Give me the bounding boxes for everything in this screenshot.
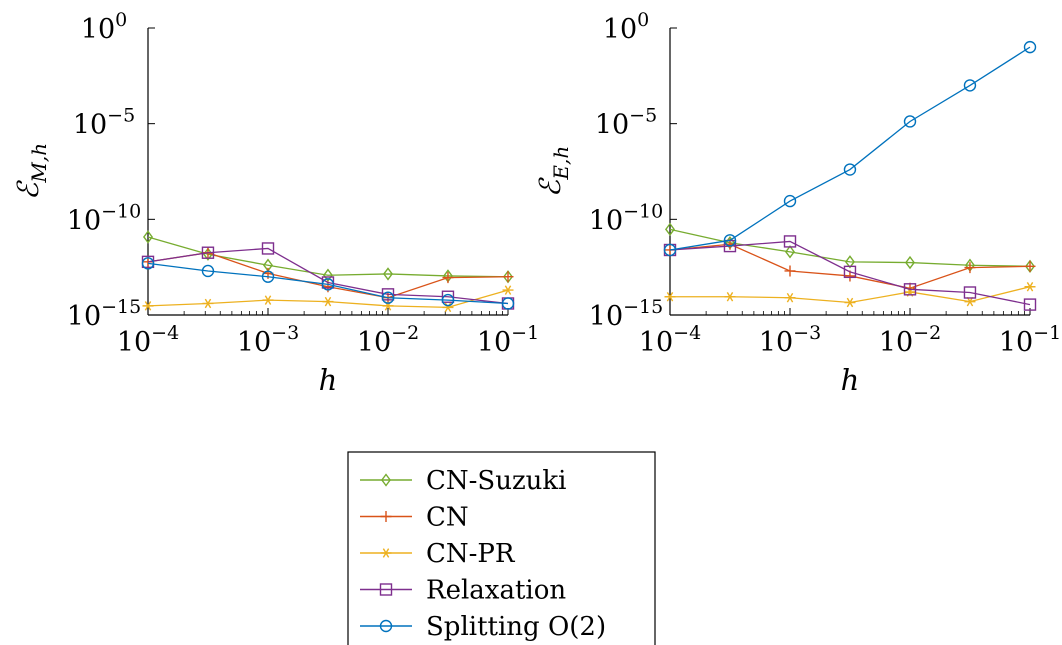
chart-panel-1: 10−4 10−3 10−2 10−1 100 10−5 10−10 10−15 h ℰM,h [11, 9, 539, 397]
data-point-relaxation [441, 290, 455, 303]
data-point-cn_pr [664, 291, 676, 302]
x-tick-label: 10−4 [117, 322, 179, 358]
data-point-relaxation [783, 235, 797, 248]
data-point-cn [502, 271, 514, 283]
legend-item-relaxation: Relaxation [360, 576, 566, 606]
x-tick-label: 10−1 [999, 322, 1061, 358]
legend-box [347, 451, 656, 645]
y-tick-label: 10−15 [67, 296, 141, 332]
data-point-cn_pr [724, 291, 736, 302]
legend-label: CN [426, 503, 469, 533]
legend-marker-cn_pr [380, 548, 392, 558]
data-point-splitting [1023, 40, 1037, 54]
x-tick-label: 10−1 [477, 322, 539, 358]
series-cn_suzuki [665, 222, 1036, 273]
data-point-splitting [501, 297, 515, 310]
y-axis-label: ℰE,h [533, 146, 573, 197]
legend-item-splitting: Splitting O(2) [360, 612, 606, 642]
data-point-splitting [903, 115, 917, 128]
series-line-relaxation [147, 247, 509, 305]
legend-label: Splitting O(2) [426, 612, 606, 642]
data-point-splitting [963, 79, 977, 92]
y-tick-label: 100 [603, 9, 649, 45]
x-axis-label: h [841, 363, 860, 397]
data-point-splitting [261, 270, 275, 283]
legend-item-cn_suzuki: CN-Suzuki [360, 466, 567, 496]
data-point-cn_suzuki [785, 245, 795, 259]
data-point-cn_suzuki [383, 267, 393, 281]
data-point-splitting [843, 163, 857, 176]
data-point-splitting [441, 293, 455, 307]
data-point-cn_pr [322, 296, 334, 307]
series-cn_pr [664, 281, 1036, 308]
legend-label: Relaxation [426, 576, 566, 606]
data-point-relaxation [963, 286, 977, 299]
data-point-cn_pr [844, 297, 856, 308]
data-point-splitting [321, 278, 335, 291]
legend-marker-cn_suzuki [381, 473, 391, 487]
x-tick-label: 10−3 [759, 322, 821, 358]
series-cn_suzuki [143, 230, 513, 284]
data-point-relaxation [381, 288, 395, 301]
data-point-cn [442, 272, 454, 284]
legend-label: CN-Suzuki [426, 466, 567, 496]
legend-item-cn: CN [360, 503, 469, 533]
legend-marker-relaxation [379, 583, 393, 596]
legend-marker-cn [380, 511, 392, 522]
x-axis-label: h [319, 363, 338, 397]
data-point-splitting [381, 291, 395, 304]
y-axis-label: ℰM,h [11, 143, 51, 200]
y-tick-label: 10−10 [589, 200, 663, 236]
y-tick-label: 10−5 [595, 105, 657, 141]
chart-panel-2: 10−4 10−3 10−2 10−1 100 10−5 10−10 10−15 h ℰE,h [533, 9, 1061, 397]
series-line-splitting [669, 46, 1031, 251]
data-point-relaxation [201, 246, 215, 259]
data-point-relaxation [261, 242, 275, 255]
legend-label: CN-PR [426, 539, 516, 569]
data-point-cn_suzuki [322, 268, 333, 282]
x-tick-label: 10−4 [639, 322, 701, 358]
series-splitting [663, 40, 1037, 257]
series-splitting [141, 257, 515, 310]
data-point-splitting [141, 257, 155, 270]
data-point-splitting [201, 264, 215, 278]
legend: CN-Suzuki CN CN-PR Relaxation Splitting O(2) [347, 451, 656, 645]
x-tick-label: 10−3 [237, 322, 299, 358]
data-point-relaxation [843, 265, 857, 279]
data-point-relaxation [903, 283, 917, 296]
data-point-cn_suzuki [905, 255, 915, 270]
legend-marker-splitting [379, 619, 393, 633]
data-point-splitting [663, 243, 677, 257]
y-tick-label: 100 [81, 9, 127, 45]
y-tick-label: 10−15 [589, 296, 663, 332]
data-point-cn [1024, 260, 1036, 272]
data-point-splitting [783, 194, 797, 208]
data-point-cn_pr [442, 302, 454, 313]
data-point-splitting [723, 234, 737, 247]
data-point-cn_pr [142, 301, 154, 311]
data-point-cn_pr [502, 285, 514, 295]
x-tick-label: 10−2 [357, 322, 419, 358]
data-point-cn_suzuki [665, 222, 675, 237]
series-line-splitting [147, 262, 509, 305]
data-point-cn_pr [1024, 281, 1036, 292]
legend-item-cn_pr: CN-PR [360, 539, 516, 569]
data-point-cn_pr [784, 292, 796, 303]
y-tick-label: 10−10 [67, 200, 141, 236]
x-tick-label: 10−2 [879, 322, 941, 358]
data-point-cn_pr [262, 295, 274, 305]
data-point-cn_pr [202, 298, 214, 309]
y-tick-label: 10−5 [73, 105, 135, 141]
data-point-relaxation [1023, 298, 1037, 311]
data-point-cn [784, 265, 796, 277]
data-point-cn_suzuki [143, 230, 153, 244]
data-point-cn_suzuki [844, 255, 855, 269]
data-point-cn [964, 262, 976, 274]
